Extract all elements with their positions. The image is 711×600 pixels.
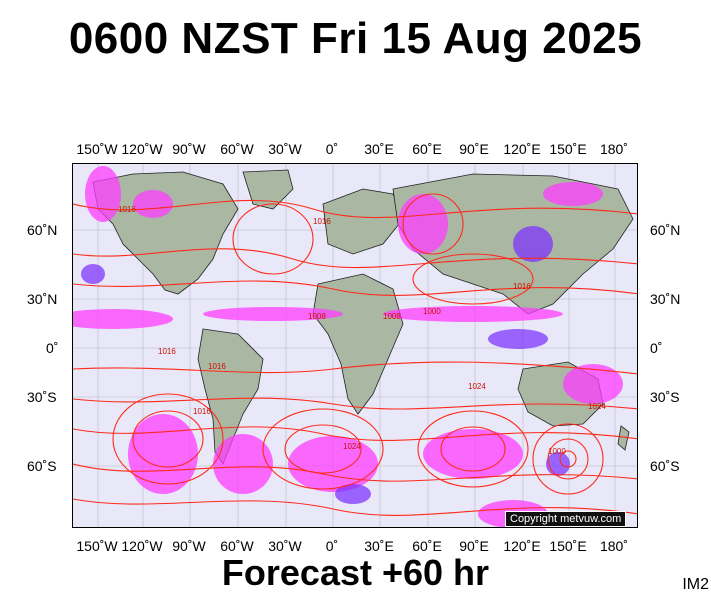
europe — [322, 188, 404, 255]
lon-label: 0˚ — [325, 538, 339, 554]
isobars — [73, 193, 637, 516]
copyright-notice: Copyright metvuw.com — [505, 511, 627, 527]
isobar-label: 1016 — [118, 205, 136, 214]
lon-label: 180˚ — [599, 538, 629, 554]
greenland — [242, 169, 294, 210]
lat-label: 0˚ — [46, 340, 59, 356]
lat-label: 0˚ — [650, 340, 663, 356]
map-canvas: 1016 1008 1016 1024 1016 1008 1016 1000 … — [73, 164, 637, 527]
isobar-label: 1024 — [468, 382, 486, 391]
lon-label: 90˚W — [172, 141, 206, 157]
lon-label: 150˚E — [549, 538, 587, 554]
lon-label: 120˚E — [503, 538, 541, 554]
lat-label: 60˚S — [27, 458, 57, 474]
new-zealand — [617, 425, 630, 451]
isobar-label: 1000 — [423, 307, 441, 316]
isobar-label: 1024 — [343, 442, 361, 451]
north-america — [92, 171, 239, 295]
lat-label: 30˚S — [27, 389, 57, 405]
lon-label: 30˚E — [364, 141, 394, 157]
lon-label: 60˚W — [220, 141, 254, 157]
isobar-label: 1024 — [588, 402, 606, 411]
lon-label: 90˚E — [459, 141, 489, 157]
isobar-label: 1016 — [158, 347, 176, 356]
isobar-label: 1008 — [383, 312, 401, 321]
africa — [312, 273, 404, 415]
lon-label: 60˚E — [412, 538, 442, 554]
image-code: IM2 — [682, 576, 709, 593]
isobar-label: 1016 — [313, 217, 331, 226]
lon-label: 30˚W — [268, 141, 302, 157]
lat-label: 60˚S — [650, 458, 680, 474]
lon-label: 150˚W — [76, 141, 118, 157]
lon-label: 120˚W — [121, 141, 163, 157]
lon-label: 30˚W — [268, 538, 302, 554]
isobar-label: 1016 — [513, 282, 531, 291]
lat-label: 30˚N — [650, 291, 681, 307]
isobar-label: 1016 — [208, 362, 226, 371]
lon-label: 60˚E — [412, 141, 442, 157]
isobar-label: 1008 — [308, 312, 326, 321]
lon-label: 150˚E — [549, 141, 587, 157]
isobar-label: 1000 — [548, 447, 566, 456]
lat-label: 30˚S — [650, 389, 680, 405]
lon-label: 30˚E — [364, 538, 394, 554]
lon-label: 120˚W — [121, 538, 163, 554]
lon-label: 150˚W — [76, 538, 118, 554]
lat-label: 60˚N — [650, 222, 681, 238]
lat-label: 60˚N — [27, 222, 58, 238]
lat-label: 30˚N — [27, 291, 58, 307]
lon-label: 180˚ — [599, 141, 629, 157]
lon-label: 90˚W — [172, 538, 206, 554]
forecast-label: Forecast +60 hr — [221, 552, 490, 593]
lon-label: 120˚E — [503, 141, 541, 157]
world-pressure-map: 1016 1008 1016 1024 1016 1008 1016 1000 … — [72, 163, 638, 528]
lon-label: 90˚E — [459, 538, 489, 554]
chart-title: 0600 NZST Fri 15 Aug 2025 — [68, 14, 643, 63]
isobar-label: 1016 — [193, 407, 211, 416]
isobar-labels: 1016 1008 1016 1024 1016 1008 1016 1000 … — [118, 205, 606, 456]
lon-label: 0˚ — [325, 141, 339, 157]
lon-label: 60˚W — [220, 538, 254, 554]
